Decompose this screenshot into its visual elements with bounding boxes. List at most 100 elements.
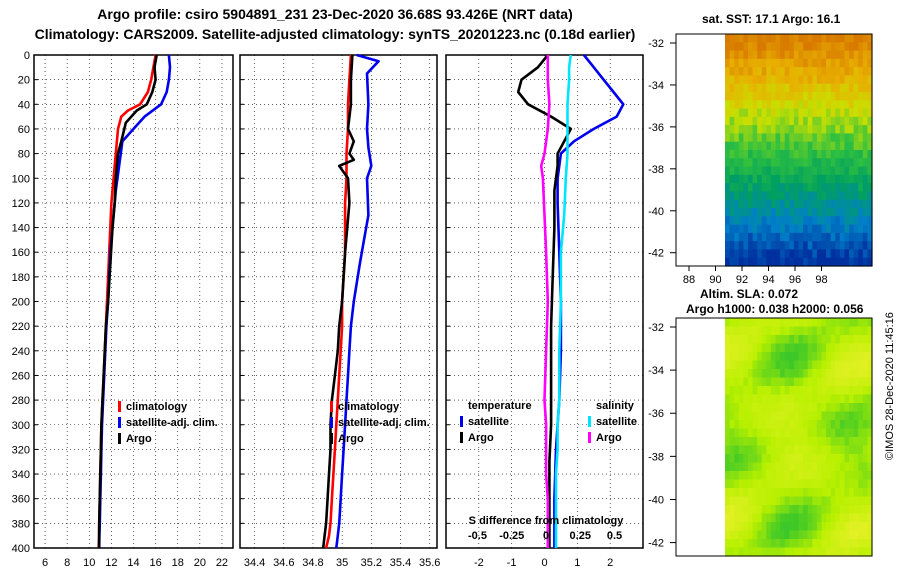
legend-swatch [460,432,463,443]
sst-map-cell [743,150,749,159]
sst-map-cell [826,92,832,101]
sla-map-cell [738,343,744,353]
legend-label: satellite-adj. clim. [126,417,218,429]
sst-map-cell [798,257,804,267]
sst-map-cell [816,67,823,77]
sla-map-cell [849,513,855,523]
sla-map-cell [775,369,781,379]
sst-map-cell [839,241,846,251]
sst-map-cell [812,42,818,52]
sla-map-cell [816,386,823,396]
sla-map-cell [780,496,786,506]
sla-map-cell [803,437,809,447]
sla-map-cell [766,420,772,430]
sst-map-cell [743,100,749,110]
sst-map-cell [738,67,744,77]
sst-map-cell [858,116,864,126]
sla-map-cell [844,505,850,515]
sst-map-cell [775,249,781,259]
sla-map-cell [738,488,744,498]
sst-map-cell [770,183,777,193]
sla-map-cell [738,462,744,472]
sst-map-cell [747,216,754,226]
sla-map-cell [844,343,850,353]
sla-map-title-2: Argo h1000: 0.038 h2000: 0.056 [686,302,864,316]
sla-map-cell [807,420,813,430]
sla-map-cell [770,462,777,472]
sla-map-cell [747,462,754,472]
sla-map-cell [830,437,836,447]
sst-map-cell [867,133,873,143]
series-line-climatology [324,54,353,549]
sla-map-cell [862,394,868,404]
sst-map-cell [807,216,813,226]
sst-map-cell [729,183,735,193]
sst-map-cell [757,174,763,184]
sla-map-cell [757,454,763,464]
sla-map-cell [826,437,832,447]
sst-map-cell [775,83,781,93]
y-tick-label: 300 [12,420,30,432]
sst-map-cell [798,199,804,209]
sla-map-cell [858,496,864,506]
sla-map-cell [734,530,740,540]
sla-map-cell [853,462,859,472]
sst-map-cell [784,108,790,118]
sla-map-cell [835,360,841,370]
sst-map-cell [844,216,850,226]
sst-map-cell [734,158,740,168]
sla-map-cell [770,454,777,464]
sla-map-cell [835,428,841,438]
sla-map-cell [835,386,841,396]
sst-map-cell [761,141,767,151]
sla-map-cell [803,471,809,481]
sst-map-cell [734,100,740,110]
sst-map-cell [793,75,800,85]
sst-map-cell [747,67,754,77]
sla-map-cell [830,394,836,404]
sst-map-cell [729,108,735,118]
panel-frame-1 [33,54,234,549]
sst-map-cell [738,83,744,93]
sla-map-cell [816,539,823,549]
sst-map-cell [807,83,813,93]
sst-map-cell [830,50,836,60]
series-line-temperature-satellite [553,54,625,548]
sst-map-cell [821,50,827,60]
sst-map-cell [867,83,873,93]
sst-map-cell [835,208,841,217]
sst-map-cell [789,133,795,143]
sst-map-cell [752,108,758,118]
sla-map-cell [757,403,763,413]
sla-map-cell [849,326,855,336]
sst-map-cell [835,42,841,52]
y-tick-label: 260 [12,370,30,382]
sla-map-cell [807,547,813,557]
sla-map-cell [821,488,827,498]
sla-map-cell [812,547,818,557]
sst-map-cell [816,42,823,52]
sst-map-cell [789,216,795,226]
sla-map-cell [789,318,795,328]
sla-map-cell [807,539,813,549]
sst-map-cell [807,224,813,234]
sla-map-cell [738,352,744,362]
sla-map-cell [725,403,731,413]
sla-map-cell [835,471,841,481]
sst-map-cell [858,67,864,77]
sla-map-cell [830,369,836,379]
sla-map-cell [784,530,790,540]
sla-map-cell [729,360,735,370]
sst-map-cell [812,133,818,143]
sst-map-cell [839,50,846,60]
sla-map-cell [734,462,740,472]
sla-map-cell [803,454,809,464]
sla-map-cell [862,513,868,523]
sst-map-cell [752,166,758,176]
sst-map-cell [784,75,790,85]
sst-map-cell [816,199,823,209]
sst-map-cell [734,67,740,77]
sst-map-cell [770,42,777,52]
sst-map-cell [816,58,823,68]
sla-map-cell [862,471,868,481]
